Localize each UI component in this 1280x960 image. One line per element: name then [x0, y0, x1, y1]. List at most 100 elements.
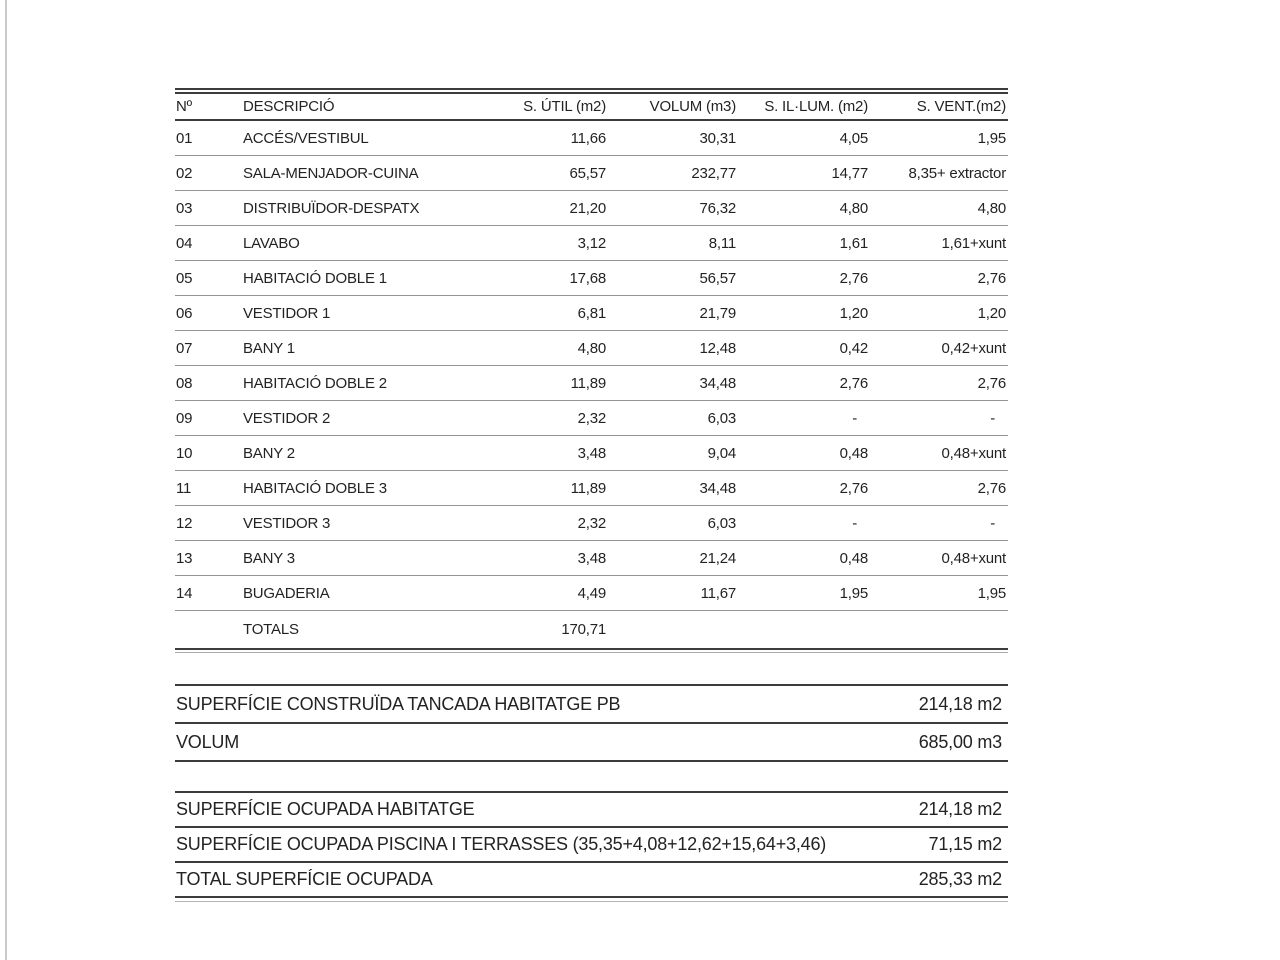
table-row: 11 HABITACIÓ DOBLE 3 11,89 34,48 2,76 2,… [175, 471, 1008, 506]
document-content: Nº DESCRIPCIÓ S. ÚTIL (m2) VOLUM (m3) S.… [175, 88, 1008, 902]
useful-area-value: 2,32 [577, 514, 607, 532]
volume-value: 30,31 [699, 129, 736, 147]
useful-area-value: 11,66 [570, 129, 607, 147]
room-description: BANY 3 [243, 549, 295, 567]
room-description: BUGADERIA [243, 584, 330, 602]
table-row: 07 BANY 1 4,80 12,48 0,42 0,42+xunt [175, 331, 1008, 366]
volume-value: 21,24 [699, 549, 736, 567]
volume-value: 9,04 [707, 444, 737, 462]
col-header-description: DESCRIPCIÓ [243, 98, 335, 115]
ventilation-area-value: 1,61+xunt [941, 234, 1006, 252]
table-bottom-rule [175, 648, 1008, 653]
table-row: 12 VESTIDOR 3 2,32 6,03 - - [175, 506, 1008, 541]
occupation-summary: SUPERFÍCIE OCUPADA HABITATGE 214,18 m2 S… [175, 791, 1008, 902]
ventilation-area-value: 8,35+ extractor [908, 164, 1007, 182]
illumination-area-value: 14,77 [831, 164, 868, 182]
volume-value: 34,48 [699, 374, 736, 392]
volume-value: 21,79 [699, 304, 736, 322]
room-description: VESTIDOR 3 [243, 514, 331, 532]
room-description: VESTIDOR 1 [243, 304, 331, 322]
room-description: HABITACIÓ DOBLE 1 [243, 269, 387, 287]
table-row: 04 LAVABO 3,12 8,11 1,61 1,61+xunt [175, 226, 1008, 261]
ventilation-area-value: 2,76 [977, 269, 1007, 287]
volume-value: 34,48 [699, 479, 736, 497]
room-number: 12 [176, 514, 193, 532]
illumination-area-value: 4,05 [839, 129, 869, 147]
room-number: 05 [176, 269, 193, 287]
ventilation-area-value: 2,76 [977, 374, 1007, 392]
useful-area-value: 17,68 [569, 269, 606, 287]
useful-area-value: 4,49 [577, 584, 607, 602]
col-header-ventilation: S. VENT.(m2) [916, 98, 1006, 115]
useful-area-value: 11,89 [570, 479, 607, 497]
table-row: 09 VESTIDOR 2 2,32 6,03 - - [175, 401, 1008, 436]
room-number: 01 [176, 129, 193, 147]
ventilation-area-value: 0,48+xunt [941, 444, 1006, 462]
summary-value: 214,18 m2 [918, 693, 1002, 714]
room-number: 07 [176, 339, 193, 357]
illumination-area-value: - [852, 409, 857, 427]
table-row: 02 SALA-MENJADOR-CUINA 65,57 232,77 14,7… [175, 156, 1008, 191]
totals-label: TOTALS [243, 621, 299, 638]
room-number: 04 [176, 234, 193, 252]
ventilation-area-value: 4,80 [977, 199, 1007, 217]
summary-row: SUPERFÍCIE CONSTRUÏDA TANCADA HABITATGE … [175, 686, 1008, 724]
summary-value: 214,18 m2 [918, 799, 1002, 819]
ventilation-area-value: 0,42+xunt [941, 339, 1006, 357]
useful-area-value: 3,48 [577, 549, 607, 567]
table-row: 06 VESTIDOR 1 6,81 21,79 1,20 1,20 [175, 296, 1008, 331]
volume-value: 11,67 [700, 584, 737, 602]
table-header-row: Nº DESCRIPCIÓ S. ÚTIL (m2) VOLUM (m3) S.… [175, 94, 1008, 121]
illumination-area-value: 1,95 [839, 584, 869, 602]
ventilation-area-value: 1,20 [977, 304, 1007, 322]
table-row: 03 DISTRIBUÏDOR-DESPATX 21,20 76,32 4,80… [175, 191, 1008, 226]
room-number: 14 [176, 584, 193, 602]
col-header-volume: VOLUM (m3) [649, 98, 737, 115]
room-description: HABITACIÓ DOBLE 2 [243, 374, 387, 392]
useful-area-value: 2,32 [577, 409, 607, 427]
room-number: 03 [176, 199, 193, 217]
summary-label: SUPERFÍCIE OCUPADA HABITATGE [176, 799, 475, 819]
room-description: HABITACIÓ DOBLE 3 [243, 479, 387, 497]
page-left-margin-line [5, 0, 7, 960]
room-number: 10 [176, 444, 193, 462]
illumination-area-value: 0,48 [839, 444, 869, 462]
room-description: BANY 2 [243, 444, 295, 462]
useful-area-value: 3,48 [577, 444, 607, 462]
table-top-rule [175, 88, 1008, 94]
useful-area-value: 11,89 [570, 374, 607, 392]
ventilation-area-value: 1,95 [977, 584, 1007, 602]
illumination-area-value: 2,76 [839, 269, 869, 287]
summary-value: 285,33 m2 [918, 869, 1002, 889]
room-description: BANY 1 [243, 339, 295, 357]
summary-value: 71,15 m2 [928, 834, 1003, 854]
summary-row: TOTAL SUPERFÍCIE OCUPADA 285,33 m2 [175, 863, 1008, 898]
volume-value: 56,57 [699, 269, 736, 287]
illumination-area-value: 4,80 [839, 199, 869, 217]
useful-area-value: 4,80 [577, 339, 607, 357]
room-description: ACCÉS/VESTIBUL [243, 129, 369, 147]
room-number: 09 [176, 409, 193, 427]
volume-value: 8,11 [708, 234, 736, 252]
table-row: 14 BUGADERIA 4,49 11,67 1,95 1,95 [175, 576, 1008, 611]
table-row: 10 BANY 2 3,48 9,04 0,48 0,48+xunt [175, 436, 1008, 471]
room-number: 08 [176, 374, 193, 392]
summary-label: SUPERFÍCIE OCUPADA PISCINA I TERRASSES (… [176, 834, 827, 854]
illumination-area-value: 0,48 [839, 549, 869, 567]
volume-value: 12,48 [699, 339, 736, 357]
useful-area-value: 6,81 [577, 304, 607, 322]
construction-summary: SUPERFÍCIE CONSTRUÏDA TANCADA HABITATGE … [175, 684, 1008, 762]
room-areas-table: Nº DESCRIPCIÓ S. ÚTIL (m2) VOLUM (m3) S.… [175, 88, 1008, 653]
room-number: 02 [176, 164, 193, 182]
summary-label: VOLUM [176, 731, 240, 752]
col-header-useful-area: S. ÚTIL (m2) [523, 98, 606, 115]
illumination-area-value: 2,76 [839, 479, 869, 497]
ventilation-area-value: 0,48+xunt [941, 549, 1006, 567]
volume-value: 232,77 [691, 164, 736, 182]
summary-row: SUPERFÍCIE OCUPADA PISCINA I TERRASSES (… [175, 828, 1008, 863]
table-row: 08 HABITACIÓ DOBLE 2 11,89 34,48 2,76 2,… [175, 366, 1008, 401]
totals-useful-area-value: 170,71 [561, 621, 606, 638]
ventilation-area-value: - [990, 514, 995, 532]
room-description: LAVABO [243, 234, 300, 252]
illumination-area-value: 0,42 [839, 339, 869, 357]
